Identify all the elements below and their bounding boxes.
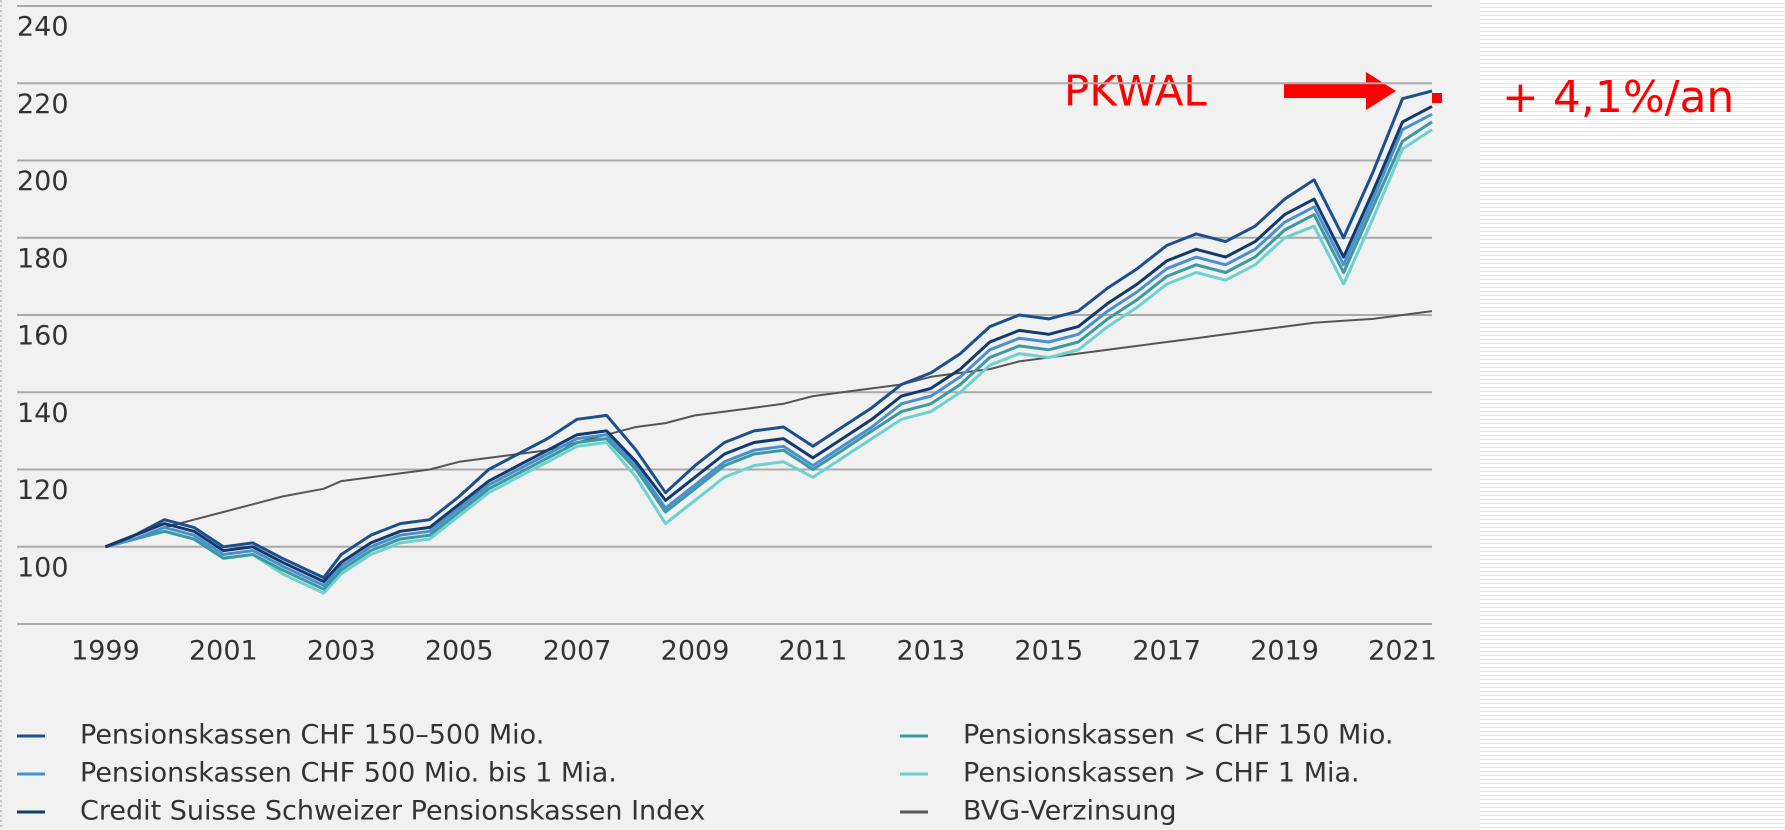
x-tick-label: 2011 [779, 636, 848, 667]
x-tick-label: 2005 [425, 636, 494, 667]
chart-background [0, 0, 1480, 830]
x-tick-label: 2003 [307, 636, 376, 667]
legend-label: Pensionskassen CHF 150–500 Mio. [80, 720, 544, 751]
x-tick-label: 2007 [543, 636, 612, 667]
series-line [105, 112, 1433, 587]
legend-label: Pensionskassen > CHF 1 Mia. [963, 758, 1360, 789]
y-tick-label: 240 [17, 12, 69, 43]
x-tick-label: 2019 [1250, 636, 1319, 667]
marker [1432, 93, 1442, 103]
series-line [104, 89, 1433, 580]
annotation: PKWAL [1064, 67, 1207, 116]
legend-label: Pensionskassen < CHF 150 Mio. [963, 720, 1393, 751]
legend-label: Credit Suisse Schweizer Pensionskassen I… [80, 796, 705, 827]
x-tick-label: 2009 [661, 636, 730, 667]
arrow-head [1366, 72, 1396, 110]
series-line [105, 128, 1433, 595]
x-tick-label: 2001 [189, 636, 258, 667]
y-tick-label: 200 [17, 166, 69, 197]
x-tick-label: 2015 [1014, 636, 1083, 667]
series-line [105, 120, 1433, 591]
annotation: + 4,1%/an [1502, 72, 1734, 123]
legend-label: Pensionskassen CHF 500 Mio. bis 1 Mia. [80, 758, 617, 789]
y-tick-label: 220 [17, 89, 69, 120]
x-tick-label: 1999 [71, 636, 140, 667]
y-tick-label: 180 [17, 243, 69, 274]
y-tick-label: 160 [17, 321, 69, 352]
series-line [104, 105, 1433, 583]
series-line [105, 310, 1433, 548]
x-tick-label: 2017 [1132, 636, 1201, 667]
y-tick-label: 100 [17, 552, 69, 583]
x-tick-label: 2013 [896, 636, 965, 667]
legend-label: BVG-Verzinsung [963, 796, 1177, 827]
y-tick-label: 140 [17, 398, 69, 429]
y-tick-label: 120 [17, 475, 69, 506]
x-tick-label: 2021 [1368, 636, 1437, 667]
